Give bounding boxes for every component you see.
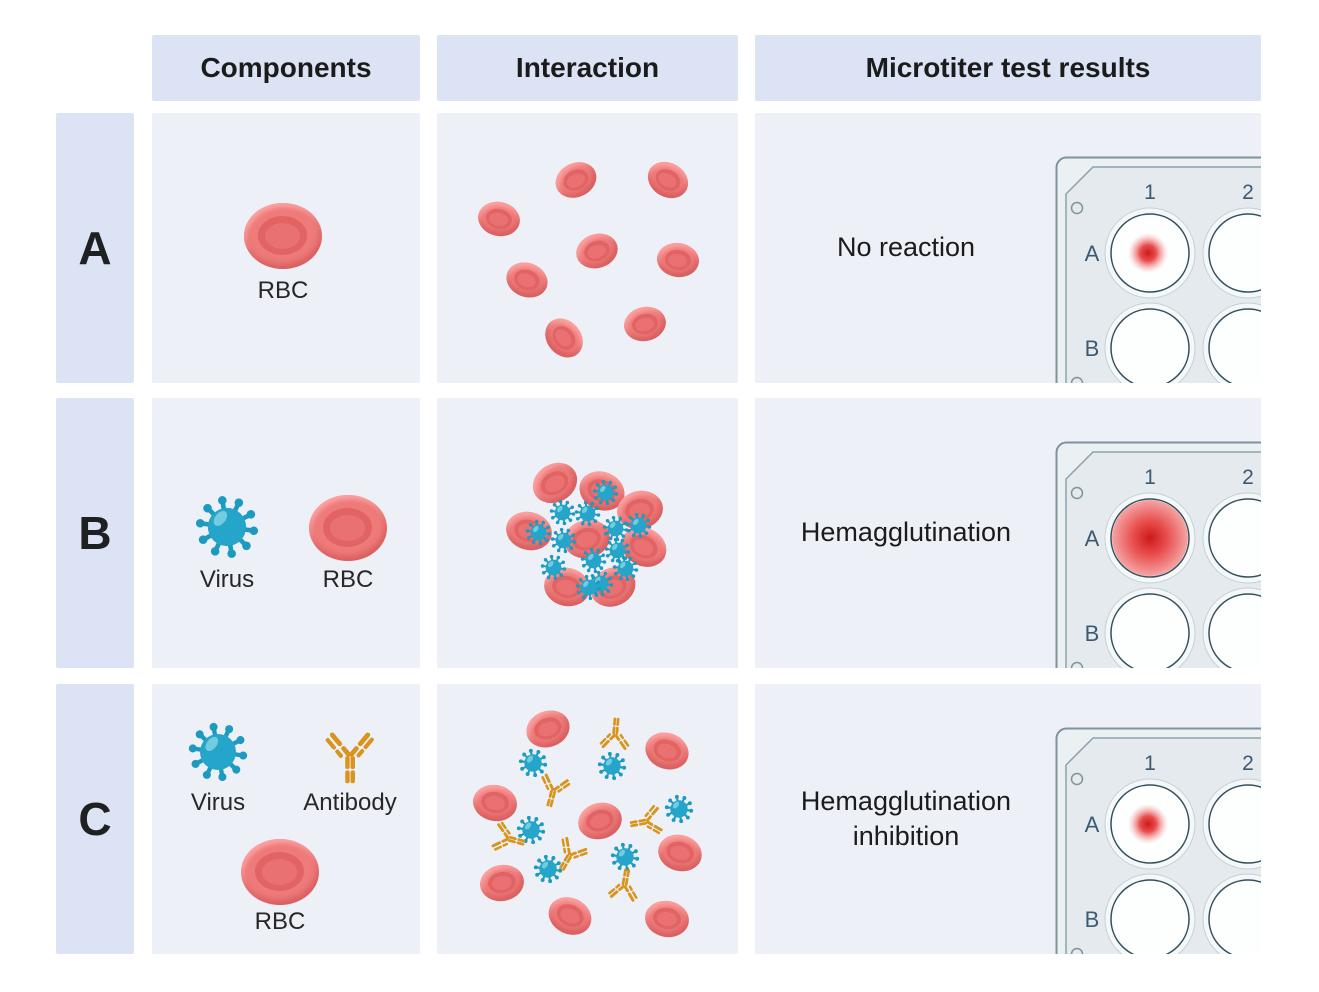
rbc-icon (620, 303, 670, 345)
antibody-icon (603, 867, 645, 909)
virus-icon (602, 515, 629, 542)
rbc-icon (244, 203, 322, 269)
virus-icon (604, 537, 631, 564)
microtiter-plate-slot: 1 2 A B (1055, 156, 1261, 383)
antibody-icon (594, 716, 636, 758)
antibody-icon (533, 767, 575, 809)
rbc-icon (642, 897, 692, 941)
rbc-icon (654, 240, 702, 280)
virus-icon (610, 842, 640, 872)
virus-icon (516, 815, 546, 845)
rbc-icon (477, 861, 527, 905)
microtiter-plate-slot: 1 2 A B (1055, 441, 1261, 668)
svg-text:B: B (1085, 336, 1100, 361)
icon-label: Virus (199, 566, 255, 593)
rbc-icon (549, 155, 603, 205)
virus-icon (525, 519, 552, 546)
svg-text:A: A (1085, 241, 1100, 266)
virus-icon (664, 794, 694, 824)
rbc-icon (542, 890, 598, 942)
virus-icon (550, 527, 577, 554)
interaction-cell-a (437, 113, 738, 383)
rbc-icon (501, 256, 553, 304)
result-text-a: No reaction (836, 232, 976, 263)
antibody-icon (316, 718, 384, 786)
components-canvas: RBC (152, 113, 420, 383)
virus-icon (533, 854, 563, 884)
rbc-icon (537, 310, 591, 366)
svg-text:2: 2 (1242, 181, 1254, 204)
svg-text:2: 2 (1242, 466, 1254, 489)
antibody-icon (550, 832, 592, 874)
result-text-c: Hemagglutination inhibition (800, 785, 1012, 851)
result-text-b: Hemagglutination (800, 517, 1012, 548)
result-cell-a: No reaction 1 2 A B (755, 113, 1261, 383)
svg-text:2: 2 (1242, 752, 1254, 775)
microtiter-plate: 1 2 A B (1055, 441, 1261, 668)
virus-icon (592, 479, 619, 506)
virus-icon (549, 499, 576, 526)
components-canvas: Virus RBC (152, 398, 420, 668)
interaction-canvas (437, 113, 738, 383)
icon-label: RBC (254, 908, 306, 935)
svg-text:1: 1 (1144, 752, 1156, 775)
virus-icon (187, 721, 249, 783)
virus-icon (540, 554, 567, 581)
column-header-results: Microtiter test results (755, 35, 1261, 101)
icon-label: Virus (190, 789, 246, 816)
interaction-canvas (437, 684, 738, 954)
microtiter-plate: 1 2 A B (1055, 727, 1261, 954)
row-label-b: B (56, 398, 134, 668)
components-canvas: Virus Antibody RBC (152, 684, 420, 954)
rbc-icon (521, 704, 575, 754)
svg-text:B: B (1085, 907, 1100, 932)
svg-text:A: A (1085, 812, 1100, 837)
icon-label: Antibody (303, 789, 397, 816)
row-label-a: A (56, 113, 134, 383)
antibody-icon (628, 800, 670, 842)
components-cell-a: RBC (152, 113, 420, 383)
antibody-icon (485, 817, 527, 859)
virus-icon (575, 574, 602, 601)
svg-text:A: A (1085, 526, 1100, 551)
interaction-cell-b (437, 398, 738, 668)
result-cell-b: Hemagglutination 1 2 A B (755, 398, 1261, 668)
rbc-icon (641, 154, 695, 206)
interaction-canvas (437, 398, 738, 668)
virus-icon (518, 748, 548, 778)
virus-icon (574, 500, 601, 527)
microtiter-plate-slot: 1 2 A B (1055, 727, 1261, 954)
virus-icon (580, 547, 607, 574)
svg-text:B: B (1085, 621, 1100, 646)
column-header-interaction: Interaction (437, 35, 738, 101)
icon-label: RBC (257, 277, 309, 304)
svg-text:1: 1 (1144, 181, 1156, 204)
rbc-icon (571, 228, 623, 274)
virus-icon (625, 512, 652, 539)
rbc-icon (241, 839, 319, 905)
rbc-icon (640, 726, 694, 776)
rbc-icon (474, 198, 524, 240)
components-cell-b: Virus RBC (152, 398, 420, 668)
interaction-cell-c (437, 684, 738, 954)
svg-text:1: 1 (1144, 466, 1156, 489)
virus-icon (194, 494, 260, 560)
rbc-icon (309, 495, 387, 561)
row-label-c: C (56, 684, 134, 954)
column-header-components: Components (152, 35, 420, 101)
virus-icon (597, 751, 627, 781)
icon-label: RBC (322, 566, 374, 593)
components-cell-c: Virus Antibody RBC (152, 684, 420, 954)
virus-icon (612, 555, 639, 582)
result-cell-c: Hemagglutination inhibition 1 2 A B (755, 684, 1261, 954)
microtiter-plate: 1 2 A B (1055, 156, 1261, 383)
